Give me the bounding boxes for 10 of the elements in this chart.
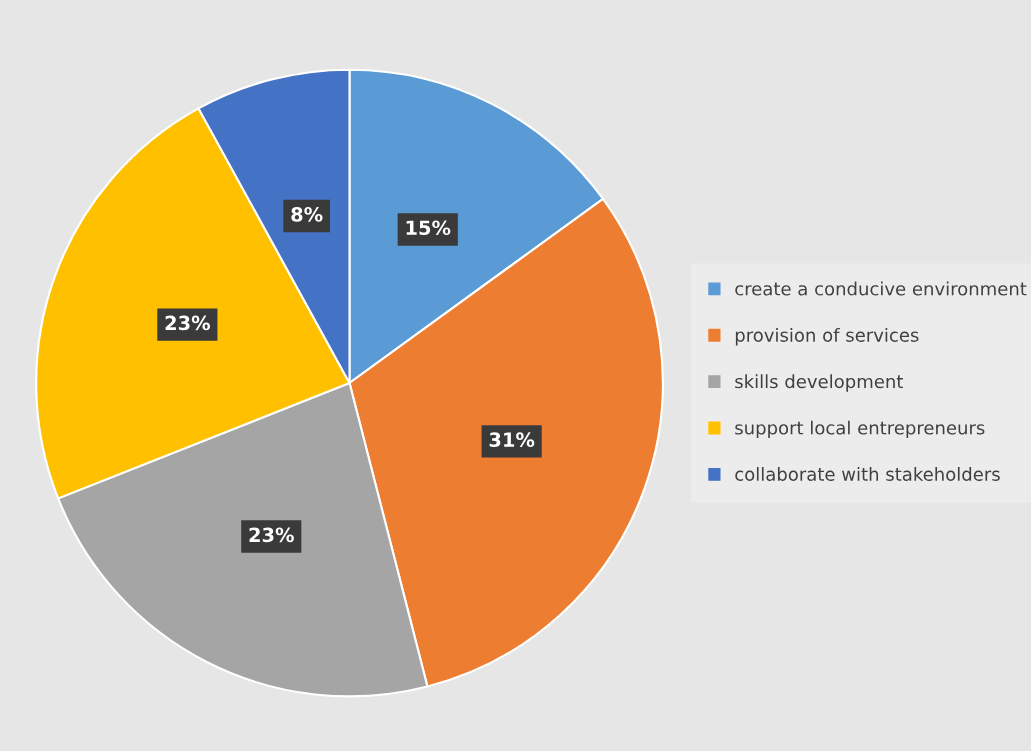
legend-label: create a conducive environment xyxy=(735,281,1027,296)
legend-label: collaborate with stakeholders xyxy=(735,467,1000,481)
legend-label: support local entrepreneurs xyxy=(735,420,985,439)
data-label: 23% xyxy=(165,315,211,331)
data-label: 31% xyxy=(489,432,535,448)
data-label: 8% xyxy=(291,207,323,222)
data-label: 23% xyxy=(249,527,294,543)
data-label: 15% xyxy=(406,220,451,236)
legend-label: provision of services xyxy=(735,327,919,346)
legend-label: skills development xyxy=(735,374,903,392)
